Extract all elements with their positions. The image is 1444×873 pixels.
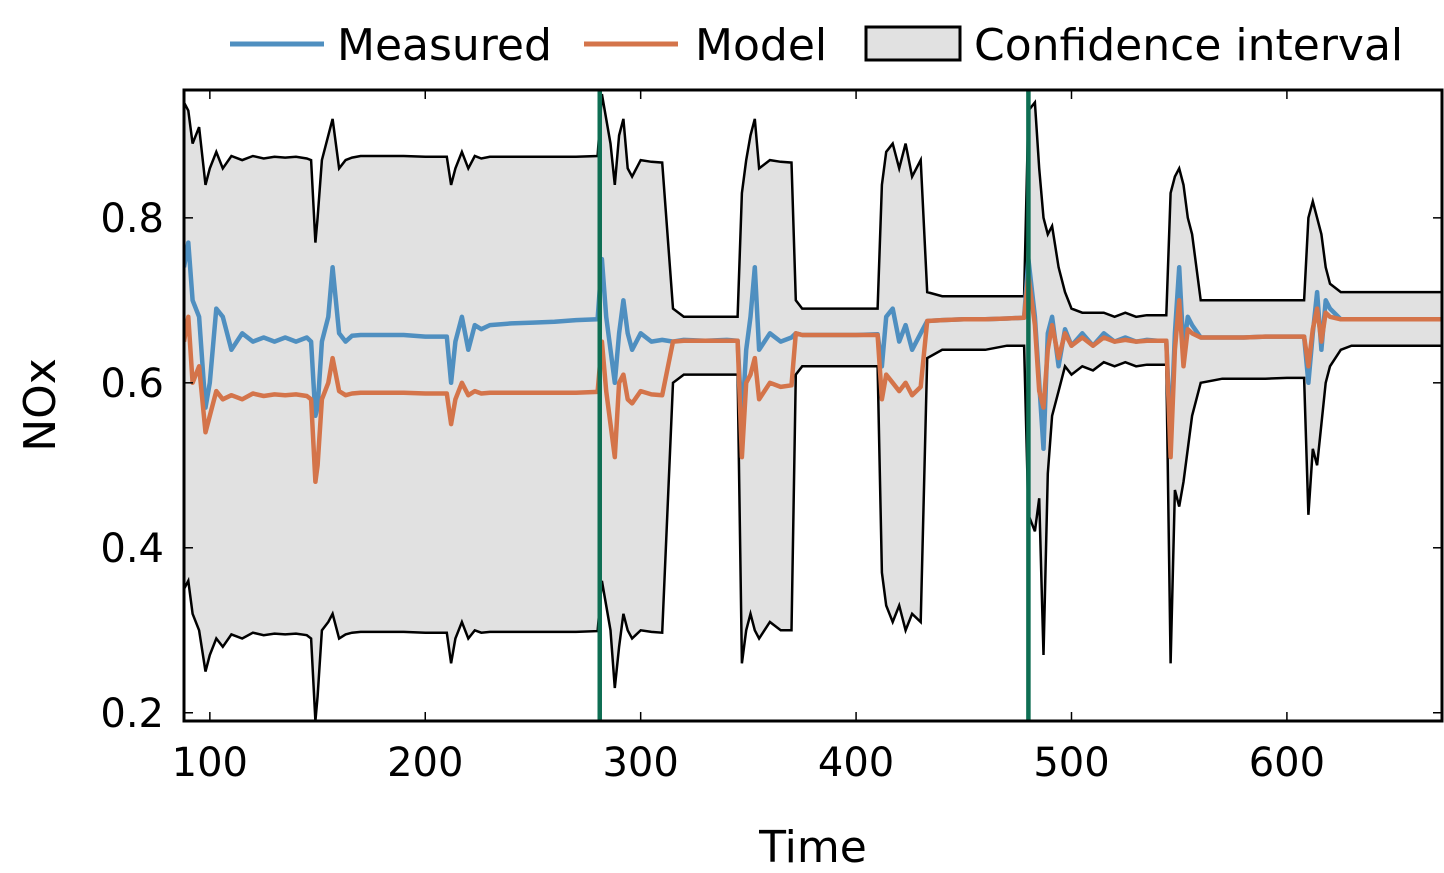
series-line-model xyxy=(184,273,1442,485)
x-axis-title: Time xyxy=(758,822,867,873)
x-tick-label: 300 xyxy=(602,740,678,786)
legend-swatch-confidence-interval xyxy=(864,25,962,62)
legend-label-confidence-interval: Confidence interval xyxy=(974,20,1403,71)
legend: Measured Model Confidence interval xyxy=(230,20,1403,71)
series-line-measured xyxy=(184,240,1442,452)
plot-frame xyxy=(182,88,1444,723)
x-tick-label: 500 xyxy=(1033,740,1109,786)
legend-label-measured: Measured xyxy=(337,20,552,71)
y-tick-label: 0.4 xyxy=(100,526,164,572)
x-tick-label: 200 xyxy=(387,740,463,786)
confidence-band-area xyxy=(184,94,1442,721)
y-axis-title: NOx xyxy=(15,358,66,452)
confidence-lower-bound xyxy=(184,344,1442,721)
y-tick-label: 0.6 xyxy=(100,361,164,407)
confidence-upper-bound xyxy=(184,93,1442,319)
y-tick-label: 0.2 xyxy=(100,691,164,737)
x-tick-label: 100 xyxy=(172,740,248,786)
x-tick-label: 600 xyxy=(1249,740,1325,786)
legend-label-model: Model xyxy=(695,20,827,71)
x-tick-label: 400 xyxy=(818,740,894,786)
y-tick-label: 0.8 xyxy=(100,196,164,242)
